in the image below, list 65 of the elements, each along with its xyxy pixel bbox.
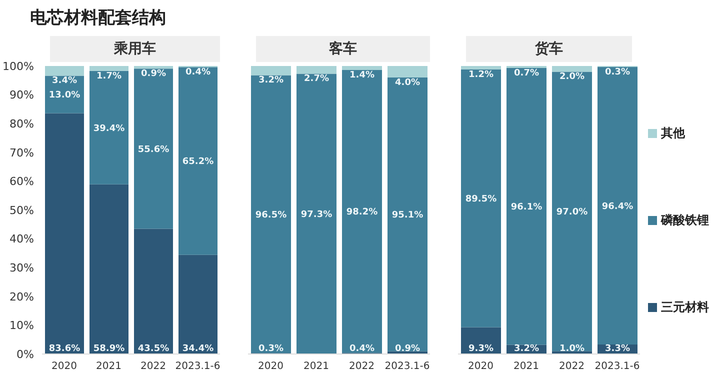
- data-label: 83.6%: [48, 344, 80, 354]
- x-tick-label: 2020: [468, 361, 494, 372]
- chart-subtitle: 乘用车: [50, 36, 220, 62]
- y-tick-label: 100%: [2, 60, 34, 73]
- y-tick-label: 60%: [10, 175, 34, 188]
- data-label: 98.2%: [346, 208, 378, 218]
- data-label: 0.7%: [514, 68, 539, 78]
- data-label: 0.4%: [350, 344, 374, 354]
- y-tick-label: 20%: [10, 290, 34, 304]
- chart-title: 电芯材料配套结构: [30, 7, 166, 29]
- x-tick-label: 2022: [349, 361, 374, 372]
- x-tick-label: 2021: [96, 361, 122, 372]
- y-tick-label: 30%: [10, 262, 34, 275]
- data-label: 97.0%: [556, 208, 588, 218]
- data-label: 55.6%: [138, 144, 170, 155]
- data-label: 0.4%: [186, 68, 210, 78]
- data-label: 96.4%: [602, 202, 634, 212]
- data-label: 1.2%: [468, 70, 494, 80]
- chart-subtitle: 客车: [256, 36, 430, 62]
- x-tick-label: 2023.1-6: [175, 361, 220, 372]
- x-tick-label: 2023.1-6: [384, 361, 430, 372]
- x-tick-label: 2020: [258, 361, 284, 372]
- data-label: 43.5%: [138, 344, 170, 354]
- legend-label: 磷酸铁锂: [661, 212, 709, 228]
- x-tick-label: 2020: [52, 361, 77, 372]
- data-label: 2.7%: [304, 74, 329, 84]
- y-tick-label: 80%: [10, 118, 34, 131]
- x-tick-label: 2022: [140, 361, 166, 372]
- data-label: 4.0%: [395, 78, 420, 88]
- data-label: 1.7%: [96, 71, 122, 82]
- y-tick-label: 10%: [10, 319, 34, 332]
- data-label: 3.2%: [514, 344, 539, 354]
- data-label: 96.1%: [510, 202, 542, 213]
- legend-label: 三元材料: [661, 298, 709, 316]
- data-label: 65.2%: [182, 157, 214, 168]
- x-tick-label: 2021: [514, 361, 539, 372]
- data-label: 9.3%: [468, 344, 494, 354]
- y-tick-label: 70%: [10, 146, 34, 160]
- data-label: 96.5%: [255, 210, 287, 220]
- legend-label: 其他: [661, 124, 685, 142]
- chart-subtitle: 货车: [466, 36, 632, 62]
- y-tick-label: 0%: [16, 348, 34, 361]
- data-label: 13.0%: [48, 90, 80, 101]
- data-label: 1.0%: [560, 344, 584, 354]
- data-label: 58.9%: [93, 344, 125, 354]
- data-label: 0.9%: [141, 68, 166, 79]
- y-tick-label: 50%: [10, 204, 34, 217]
- data-label: 0.3%: [258, 344, 284, 354]
- data-label: 3.2%: [258, 76, 284, 86]
- x-tick-label: 2021: [304, 361, 329, 372]
- data-label: 1.4%: [350, 70, 374, 80]
- data-label: 95.1%: [392, 210, 424, 221]
- data-label: 3.4%: [52, 76, 77, 86]
- data-label: 89.5%: [465, 194, 497, 205]
- data-label: 0.9%: [395, 344, 420, 354]
- data-label: 97.3%: [300, 210, 332, 220]
- data-label: 2.0%: [560, 72, 584, 82]
- x-tick-label: 2023.1-6: [594, 361, 640, 372]
- data-label: 3.3%: [605, 344, 630, 354]
- y-tick-label: 90%: [10, 88, 34, 102]
- y-tick-label: 40%: [10, 232, 34, 246]
- data-label: 39.4%: [93, 124, 125, 134]
- data-label: 0.3%: [605, 67, 630, 78]
- data-label: 34.4%: [182, 344, 214, 354]
- x-tick-label: 2022: [559, 361, 584, 372]
